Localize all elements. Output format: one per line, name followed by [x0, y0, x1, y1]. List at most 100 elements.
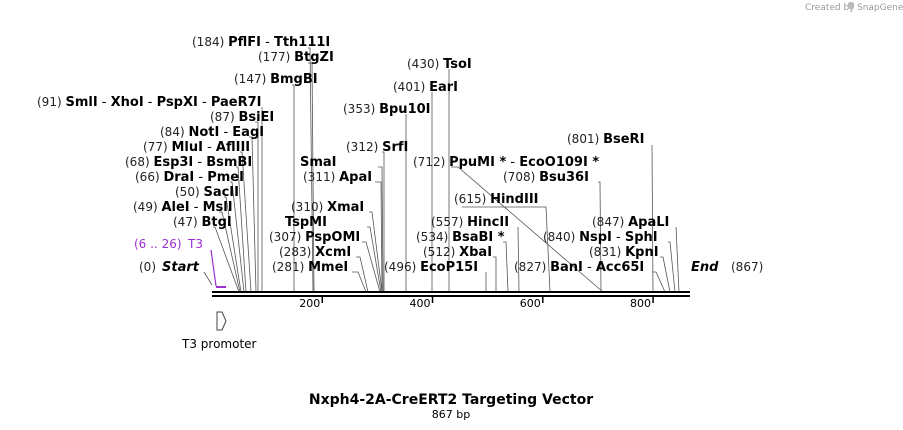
site-enzyme-name: BsiEI — [238, 110, 274, 125]
site-enzyme-name: EagI — [232, 125, 264, 140]
end-label: End — [691, 260, 719, 275]
site-label-alei[interactable]: (49) AleI - MslI — [133, 200, 233, 215]
t3-promoter-label: T3 promoter — [181, 337, 257, 351]
site-label-xbai[interactable]: (512) XbaI — [423, 245, 492, 260]
site-position: (512) — [423, 245, 459, 259]
site-label-tsoi[interactable]: (430) TsoI — [407, 57, 472, 72]
site-enzyme-name: XmaI — [327, 200, 364, 215]
ruler-tick-label: 400 — [410, 297, 431, 310]
site-position: (312) — [346, 140, 382, 154]
site-label-sacii[interactable]: (50) SacII — [175, 185, 239, 200]
site-enzyme-name: MslI — [203, 200, 233, 215]
ruler-tick-label: 200 — [299, 297, 320, 310]
sequence-backbone — [212, 291, 690, 297]
site-enzyme-name: BsaBI * — [452, 230, 505, 245]
site-label-smai[interactable]: SmaI — [300, 155, 337, 170]
site-position: (84) — [160, 125, 188, 139]
site-position: (87) — [210, 110, 238, 124]
site-enzyme-name: BtgI — [201, 215, 231, 230]
site-label-bpu10i[interactable]: (353) Bpu10I — [343, 102, 431, 117]
site-position: (91) — [37, 95, 65, 109]
site-label-noti[interactable]: (84) NotI - EagI — [160, 125, 264, 140]
site-label-bseri[interactable]: (801) BseRI — [567, 132, 644, 147]
site-position: (307) — [269, 230, 305, 244]
site-label-drai[interactable]: (66) DraI - PmeI — [135, 170, 244, 185]
site-label-esp3i[interactable]: (68) Esp3I - BsmBI — [125, 155, 252, 170]
site-enzyme-name: XcmI — [315, 245, 351, 260]
site-label-bmgbi[interactable]: (147) BmgBI — [234, 72, 318, 87]
site-position: (68) — [125, 155, 153, 169]
site-separator: - — [219, 125, 232, 140]
ruler-tick-label: 600 — [520, 297, 541, 310]
site-position: (66) — [135, 170, 163, 184]
site-label-ecop15i[interactable]: (496) EcoP15I — [384, 260, 478, 275]
site-enzyme-name: HincII — [467, 215, 509, 230]
site-enzyme-name: MluI — [171, 140, 202, 155]
site-label-mmei[interactable]: (281) MmeI — [272, 260, 348, 275]
site-enzyme-name: BmgBI — [270, 72, 318, 87]
site-label-btgzi[interactable]: (177) BtgZI — [258, 50, 334, 65]
site-separator: - — [198, 95, 211, 110]
site-position: (147) — [234, 72, 270, 86]
site-label-pflfi[interactable]: (184) PflFI - Tth111I — [192, 35, 330, 50]
site-label-bani[interactable]: (827) BanI - Acc65I — [514, 260, 644, 275]
site-label-tspmi[interactable]: TspMI — [285, 215, 327, 230]
t3-primer[interactable]: (6 .. 26) T3 — [134, 237, 226, 288]
site-enzyme-name: BanI — [550, 260, 583, 275]
site-label-apai[interactable]: (311) ApaI — [303, 170, 372, 185]
site-position: (184) — [192, 35, 228, 49]
site-enzyme-name: BsmBI — [206, 155, 252, 170]
site-enzyme-name: SmaI — [300, 155, 337, 170]
site-enzyme-name: NotI — [188, 125, 219, 140]
map-subtitle: 867 bp — [432, 408, 470, 421]
site-label-kpni[interactable]: (831) KpnI — [589, 245, 659, 260]
site-label-apali[interactable]: (847) ApaLI — [592, 215, 669, 230]
site-separator: - — [612, 230, 625, 245]
site-label-bsu36i[interactable]: (708) Bsu36I — [503, 170, 589, 185]
site-label-nspi[interactable]: (840) NspI - SphI — [543, 230, 658, 245]
ruler: 200 400 600 800 — [299, 297, 654, 310]
end-position: (867) — [731, 260, 763, 274]
site-position: (77) — [143, 140, 171, 154]
snapgene-logo-icon — [848, 2, 854, 10]
site-label-mlui[interactable]: (77) MluI - AflIII — [143, 140, 250, 155]
site-position: (827) — [514, 260, 550, 274]
site-enzyme-name: HindIII — [490, 192, 538, 207]
ruler-tick-label: 800 — [630, 297, 651, 310]
site-label-xcmi[interactable]: (283) XcmI — [279, 245, 351, 260]
t3-primer-range: (6 .. 26) — [134, 237, 182, 251]
site-position: (496) — [384, 260, 420, 274]
map-title: Nxph4-2A-CreERT2 Targeting Vector — [309, 392, 593, 408]
site-enzyme-name: AflIII — [216, 140, 250, 155]
site-enzyme-name: Esp3I — [153, 155, 193, 170]
site-enzyme-name: BseRI — [603, 132, 644, 147]
site-label-eari[interactable]: (401) EarI — [393, 80, 458, 95]
site-enzyme-name: DraI — [163, 170, 194, 185]
site-enzyme-name: AleI — [161, 200, 189, 215]
site-position: (47) — [173, 215, 201, 229]
start-label: Start — [162, 260, 200, 275]
site-label-bsiei[interactable]: (87) BsiEI — [210, 110, 274, 125]
site-separator: - — [261, 35, 274, 50]
site-label-xmai[interactable]: (310) XmaI — [291, 200, 364, 215]
site-enzyme-name: MmeI — [308, 260, 348, 275]
site-label-bsabi[interactable]: (534) BsaBI * — [416, 230, 505, 245]
site-position: (401) — [393, 80, 429, 94]
site-label-btgi[interactable]: (47) BtgI — [173, 215, 232, 230]
site-label-smli[interactable]: (91) SmlI - XhoI - PspXI - PaeR7I — [37, 95, 261, 110]
site-enzyme-name: PmeI — [207, 170, 244, 185]
site-position: (311) — [303, 170, 339, 184]
promoter-arrow-icon — [216, 311, 227, 331]
site-position: (430) — [407, 57, 443, 71]
site-label-ppumi[interactable]: (712) PpuMI * - EcoO109I * — [413, 155, 599, 170]
t3-promoter-feature[interactable]: T3 promoter — [181, 311, 257, 351]
t3-primer-label: T3 — [187, 237, 203, 251]
site-label-hindiii[interactable]: (615) HindIII — [454, 192, 539, 207]
site-enzyme-name: PspXI — [157, 95, 198, 110]
site-enzyme-name: SacII — [203, 185, 239, 200]
site-enzyme-name: EcoP15I — [420, 260, 478, 275]
site-label-pspomi[interactable]: (307) PspOMI — [269, 230, 360, 245]
site-label-hincii[interactable]: (557) HincII — [431, 215, 509, 230]
site-enzyme-name: Bsu36I — [539, 170, 589, 185]
site-label-srfi[interactable]: (312) SrfI — [346, 140, 408, 155]
